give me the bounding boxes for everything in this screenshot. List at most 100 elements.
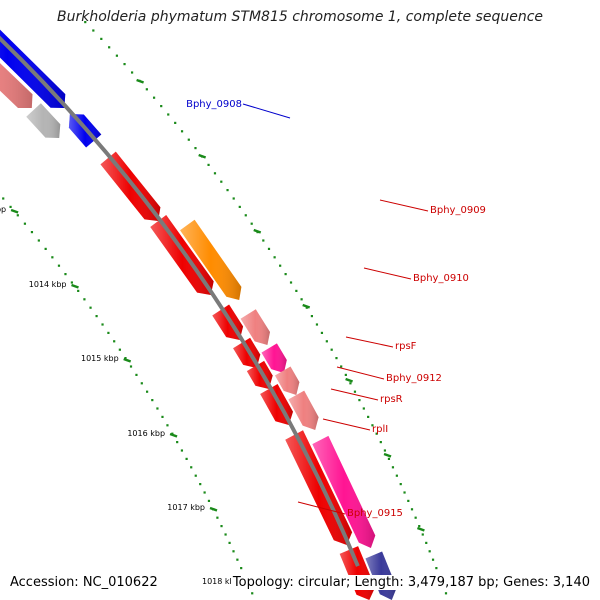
tick-dot xyxy=(371,424,374,427)
tick-dot xyxy=(152,96,156,99)
tick-dot xyxy=(315,323,319,326)
tick-dot xyxy=(145,88,148,91)
tick-dot xyxy=(161,415,164,418)
tick-dot xyxy=(70,281,73,284)
tick-dot xyxy=(403,491,406,494)
major-tick xyxy=(169,432,178,438)
major-tick xyxy=(416,526,425,532)
tick-dot xyxy=(95,315,98,318)
tick-dot xyxy=(77,289,80,292)
leader-line xyxy=(322,418,371,431)
tick-dot xyxy=(185,457,188,460)
tick-dot xyxy=(156,407,159,410)
leader-line xyxy=(297,501,346,515)
tick-dot xyxy=(23,222,27,225)
tick-dot xyxy=(383,449,387,452)
tick-dot xyxy=(2,197,5,200)
tick-dot xyxy=(129,365,133,368)
tick-dot xyxy=(226,189,229,192)
tick-dot xyxy=(113,340,116,343)
tick-dot xyxy=(176,441,179,444)
gene-arrow-shade xyxy=(0,63,33,108)
tick-dot xyxy=(349,382,352,385)
kbp-label: 1015 kbp xyxy=(81,354,119,363)
tick-dot xyxy=(9,205,12,208)
tick-dot xyxy=(358,399,361,402)
tick-dot xyxy=(130,71,134,74)
major-tick xyxy=(198,153,207,159)
topology-text: Topology: circular; Length: 3,479,187 bp… xyxy=(230,575,592,590)
major-tick xyxy=(71,283,79,289)
gene-label: Bphy_0910 xyxy=(413,273,469,284)
tick-dot xyxy=(194,474,197,477)
gene-label: Bphy_0915 xyxy=(347,508,403,519)
tick-dot xyxy=(194,147,197,150)
gene-arrow-shade xyxy=(312,435,376,548)
tick-dot xyxy=(395,474,398,477)
tick-dot xyxy=(238,205,241,208)
tick-dot xyxy=(108,46,111,49)
tick-dot xyxy=(160,105,163,108)
tick-dot xyxy=(421,533,424,536)
tick-dot xyxy=(220,180,223,183)
tick-dot xyxy=(203,491,206,494)
tick-dot xyxy=(166,424,169,427)
tick-dot xyxy=(232,197,235,200)
gene-label: rpsR xyxy=(380,394,403,405)
tick-dot xyxy=(425,541,428,544)
gene-label: Bphy_0908 xyxy=(186,99,242,110)
tick-dot xyxy=(362,407,365,410)
tick-dot xyxy=(414,516,417,519)
tick-dot xyxy=(89,306,92,309)
tick-dot xyxy=(151,399,154,402)
tick-dot xyxy=(190,466,193,469)
tick-dot xyxy=(340,365,343,368)
tick-dot xyxy=(207,499,211,502)
tick-dot xyxy=(279,264,282,267)
leader-line xyxy=(379,199,429,212)
tick-dot xyxy=(213,172,217,175)
tick-dot xyxy=(375,432,378,435)
tick-dot xyxy=(174,121,177,124)
tick-dot xyxy=(199,483,202,486)
tick-dot xyxy=(135,373,138,376)
tick-dot xyxy=(407,499,410,502)
tick-dot xyxy=(267,247,271,250)
major-tick xyxy=(123,357,132,363)
tick-dot xyxy=(379,441,382,444)
leader-line xyxy=(345,336,394,348)
tick-dot xyxy=(325,340,328,343)
tick-dot xyxy=(123,63,126,66)
tick-dot xyxy=(428,550,431,553)
tick-dot xyxy=(224,533,227,536)
tick-dot xyxy=(444,592,448,595)
tick-dot xyxy=(44,247,47,250)
kbp-label: 1017 kbp xyxy=(167,503,205,512)
tick-dot xyxy=(187,138,190,141)
kbp-label: 1014 kbp xyxy=(29,280,67,289)
tick-dot xyxy=(310,315,314,318)
tick-dot xyxy=(118,348,121,351)
major-tick xyxy=(383,452,392,458)
gene-arrow-shade xyxy=(339,546,376,600)
tick-dot xyxy=(140,382,143,385)
gene-arrow-shade xyxy=(26,103,61,138)
map-title: Burkholderia phymatum STM815 chromosome … xyxy=(56,9,543,25)
gene-arrow-shade xyxy=(180,219,242,300)
tick-dot xyxy=(145,390,149,393)
leader-line xyxy=(242,103,291,119)
tick-dot xyxy=(207,163,210,166)
leader-line xyxy=(336,366,385,380)
tick-dot xyxy=(289,281,293,284)
major-tick xyxy=(10,208,19,214)
tick-dot xyxy=(300,298,303,301)
tick-dot xyxy=(244,214,247,217)
tick-dot xyxy=(101,323,104,326)
tick-dot xyxy=(391,466,395,469)
tick-dot xyxy=(387,457,391,460)
tick-dot xyxy=(124,357,127,360)
major-tick xyxy=(136,78,145,84)
tick-dot xyxy=(64,273,67,276)
